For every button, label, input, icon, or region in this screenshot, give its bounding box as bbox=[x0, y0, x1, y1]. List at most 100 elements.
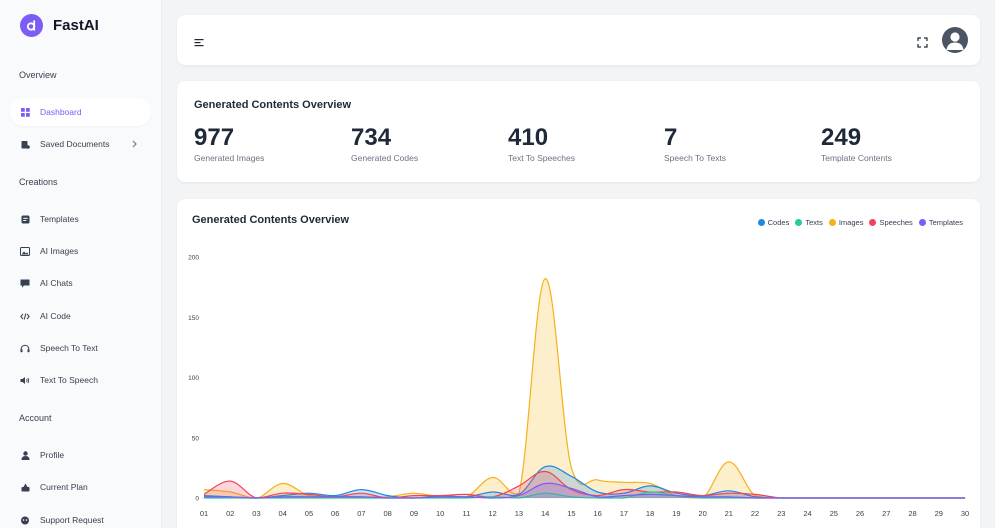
x-tick-label: 07 bbox=[357, 509, 365, 518]
legend-label: Images bbox=[838, 218, 864, 227]
stat-value: 410 bbox=[508, 124, 549, 151]
sidebar-item-text-to-speech[interactable]: Text To Speech bbox=[10, 366, 151, 394]
x-tick-label: 10 bbox=[436, 509, 444, 518]
sidebar-item-current-plan[interactable]: Current Plan bbox=[10, 473, 151, 501]
x-tick-label: 16 bbox=[593, 509, 601, 518]
chart-title: Generated Contents Overview bbox=[192, 214, 350, 226]
sidebar: FastAI Overview Dashboard Saved Document… bbox=[0, 0, 162, 528]
stats-title: Generated Contents Overview bbox=[194, 99, 352, 111]
stat-label: Generated Images bbox=[194, 153, 265, 163]
sidebar-item-templates[interactable]: Templates bbox=[10, 205, 151, 233]
series-area-speeches bbox=[204, 471, 965, 498]
legend-dot bbox=[918, 219, 926, 226]
legend-item-speeches[interactable]: Speeches bbox=[869, 218, 913, 227]
sidebar-item-ai-chats[interactable]: AI Chats bbox=[10, 269, 151, 297]
sidebar-item-label: Support Request bbox=[40, 515, 104, 525]
sidebar-item-label: Text To Speech bbox=[40, 375, 98, 385]
stat-value: 734 bbox=[351, 124, 392, 151]
stat-label: Template Contents bbox=[821, 153, 892, 163]
series-area-codes bbox=[204, 465, 965, 498]
x-tick-label: 03 bbox=[252, 509, 260, 518]
y-tick-label: 200 bbox=[188, 255, 199, 262]
series-area-templates bbox=[204, 483, 965, 498]
menu-icon[interactable] bbox=[194, 35, 205, 47]
sidebar-item-label: AI Images bbox=[40, 246, 79, 256]
x-tick-label: 14 bbox=[541, 509, 549, 518]
sidebar-item-label: Speech To Text bbox=[40, 343, 98, 353]
x-tick-label: 04 bbox=[279, 509, 287, 518]
legend-label: Templates bbox=[928, 218, 963, 227]
sidebar-item-saved-documents[interactable]: Saved Documents bbox=[10, 130, 151, 158]
stat-text-to-speeches: 410 Text To Speeches bbox=[508, 124, 575, 163]
template-icon bbox=[20, 214, 30, 224]
legend-item-templates[interactable]: Templates bbox=[918, 218, 963, 227]
legend-item-texts[interactable]: Texts bbox=[795, 218, 823, 227]
x-tick-label: 22 bbox=[751, 509, 759, 518]
chevron-right-icon bbox=[129, 139, 139, 149]
sidebar-item-profile[interactable]: Profile bbox=[10, 441, 151, 469]
legend-label: Codes bbox=[767, 218, 790, 227]
headphones-icon bbox=[20, 343, 30, 353]
sidebar-item-speech-to-text[interactable]: Speech To Text bbox=[10, 334, 151, 362]
x-tick-label: 30 bbox=[961, 509, 969, 518]
legend-dot bbox=[757, 219, 765, 226]
x-tick-label: 25 bbox=[830, 509, 838, 518]
series-area-images bbox=[204, 278, 965, 498]
sidebar-item-label: AI Chats bbox=[40, 278, 73, 288]
image-icon bbox=[20, 246, 30, 256]
legend-item-codes[interactable]: Codes bbox=[757, 218, 790, 227]
avatar[interactable] bbox=[942, 27, 968, 53]
series-line-images bbox=[203, 278, 965, 499]
x-tick-label: 05 bbox=[305, 509, 313, 518]
code-icon bbox=[20, 311, 30, 321]
document-icon bbox=[20, 139, 30, 149]
sidebar-item-dashboard[interactable]: Dashboard bbox=[10, 98, 151, 126]
x-tick-label: 11 bbox=[463, 509, 471, 518]
x-tick-label: 20 bbox=[698, 509, 706, 518]
x-tick-label: 15 bbox=[567, 509, 575, 518]
x-tick-label: 29 bbox=[935, 509, 943, 518]
x-tick-label: 17 bbox=[620, 509, 628, 518]
chart-legend: Codes Texts Images Speeches Templates bbox=[752, 218, 963, 227]
top-header bbox=[177, 15, 980, 65]
y-tick-label: 150 bbox=[188, 315, 199, 322]
sidebar-item-ai-code[interactable]: AI Code bbox=[10, 302, 151, 330]
logo-icon bbox=[20, 14, 43, 37]
stat-label: Text To Speeches bbox=[508, 153, 575, 163]
section-title-account: Account bbox=[19, 413, 52, 423]
legend-item-images[interactable]: Images bbox=[828, 218, 864, 227]
y-tick-label: 50 bbox=[192, 435, 200, 442]
x-tick-label: 01 bbox=[200, 509, 208, 518]
user-icon bbox=[20, 450, 30, 460]
x-tick-label: 24 bbox=[803, 509, 811, 518]
fullscreen-icon[interactable] bbox=[917, 35, 928, 48]
user-avatar-icon bbox=[946, 32, 964, 50]
brand[interactable]: FastAI bbox=[20, 14, 99, 37]
sidebar-item-label: Saved Documents bbox=[40, 139, 110, 149]
stat-value: 977 bbox=[194, 124, 235, 151]
y-tick-label: 0 bbox=[195, 496, 199, 503]
x-tick-label: 09 bbox=[410, 509, 418, 518]
x-tick-label: 26 bbox=[856, 509, 864, 518]
chart-card: Generated Contents Overview Codes Texts Im… bbox=[177, 199, 980, 528]
dashboard-icon bbox=[20, 107, 30, 117]
stat-generated-codes: 734 Generated Codes bbox=[351, 124, 418, 163]
sidebar-item-ai-images[interactable]: AI Images bbox=[10, 237, 151, 265]
stat-label: Generated Codes bbox=[351, 153, 419, 163]
section-title-overview: Overview bbox=[19, 70, 57, 80]
stats-card: Generated Contents Overview 977 Generate… bbox=[177, 81, 980, 182]
stat-generated-images: 977 Generated Images bbox=[194, 124, 264, 163]
sidebar-item-support-request[interactable]: Support Request bbox=[10, 506, 151, 528]
plan-icon bbox=[20, 482, 30, 492]
stat-template-contents: 249 Template Contents bbox=[821, 124, 892, 163]
x-tick-label: 21 bbox=[725, 509, 733, 518]
legend-dot bbox=[795, 219, 803, 226]
x-tick-label: 13 bbox=[515, 509, 523, 518]
x-tick-label: 08 bbox=[384, 509, 392, 518]
brand-name: FastAI bbox=[53, 17, 99, 34]
speaker-icon bbox=[20, 375, 30, 385]
x-tick-label: 19 bbox=[672, 509, 680, 518]
sidebar-item-label: AI Code bbox=[40, 311, 71, 321]
series-line-templates bbox=[203, 482, 965, 499]
sidebar-item-label: Dashboard bbox=[40, 107, 82, 117]
